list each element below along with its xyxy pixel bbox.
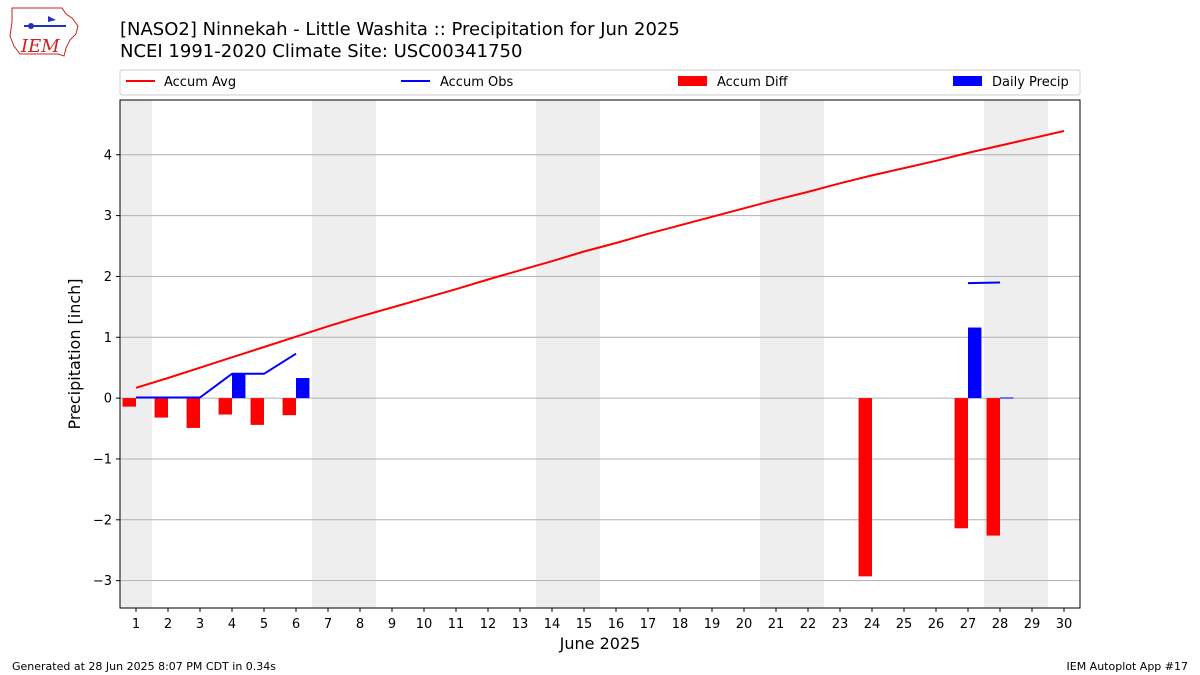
y-tick-label: 1 [104, 331, 112, 346]
y-tick-label: −3 [93, 574, 112, 589]
x-tick-label: 2 [164, 617, 172, 632]
legend-daily-precip-swatch [953, 76, 982, 86]
daily-precip-bar [1000, 397, 1014, 399]
legend-daily-precip-label: Daily Precip [992, 75, 1069, 90]
x-tick-label: 27 [960, 617, 977, 632]
accum-diff-bar [282, 398, 296, 416]
y-tick-label: −1 [93, 452, 112, 467]
y-tick-label: 3 [104, 209, 112, 224]
y-tick-label: 4 [104, 148, 112, 163]
x-tick-label: 7 [324, 617, 332, 632]
daily-precip-bar [232, 374, 246, 399]
x-tick-label: 19 [704, 617, 721, 632]
x-tick-label: 22 [800, 617, 817, 632]
weekend-band-1 [120, 100, 152, 608]
legend: Accum Avg Accum Obs Accum Diff Daily Pre… [119, 69, 1081, 96]
accum-diff-bar [986, 398, 1000, 536]
x-axis-label: June 2025 [559, 634, 641, 653]
chart-title: [NASO2] Ninnekah - Little Washita :: Pre… [120, 19, 680, 40]
x-tick-label: 20 [736, 617, 753, 632]
y-tick-label: −2 [93, 513, 112, 528]
weekend-band-29 [1016, 100, 1048, 608]
plot-frame [119, 99, 1081, 609]
x-tick-label: 13 [512, 617, 529, 632]
bars [122, 327, 1014, 577]
chart-subtitle: NCEI 1991-2020 Climate Site: USC00341750 [120, 41, 522, 62]
x-tick-label: 11 [448, 617, 465, 632]
weekend-band-15 [568, 100, 600, 608]
y-tick-label: 2 [104, 270, 112, 285]
y-axis-ticks: −3 −2 −1 0 1 2 3 4 [93, 148, 120, 589]
x-tick-label: 14 [544, 617, 561, 632]
x-tick-label: 15 [576, 617, 593, 632]
weekend-band-7 [312, 100, 344, 608]
iem-logo: IEM [9, 7, 79, 57]
x-tick-label: 29 [1024, 617, 1041, 632]
accum-obs-line [136, 352, 297, 399]
daily-precip-bar [296, 378, 310, 399]
x-tick-label: 25 [896, 617, 913, 632]
x-axis-ticks: 1 2 3 4 5 6 7 8 9 10 11 12 13 14 15 16 17 18 19 20 21 22 23 24 2… [132, 608, 1072, 632]
weekend-band-14 [536, 100, 568, 608]
x-tick-label: 16 [608, 617, 625, 632]
legend-accum-diff-label: Accum Diff [717, 75, 789, 90]
daily-precip-bar [968, 327, 982, 399]
legend-accum-diff-swatch [678, 76, 707, 86]
x-tick-label: 6 [292, 617, 300, 632]
legend-accum-obs-label: Accum Obs [440, 75, 513, 90]
accum-avg-line [135, 130, 1065, 389]
x-tick-label: 12 [480, 617, 497, 632]
x-tick-label: 24 [864, 617, 881, 632]
x-tick-label: 1 [132, 617, 140, 632]
accum-obs-line [967, 281, 1001, 285]
accum-diff-bar [954, 398, 968, 529]
accum-diff-bar [250, 398, 264, 425]
x-tick-label: 23 [832, 617, 849, 632]
accum-diff-bar [122, 398, 136, 407]
x-tick-label: 17 [640, 617, 657, 632]
x-tick-label: 8 [356, 617, 364, 632]
weekend-band-8 [344, 100, 376, 608]
weekend-band-21 [760, 100, 792, 608]
x-tick-label: 28 [992, 617, 1009, 632]
x-tick-label: 3 [196, 617, 204, 632]
weekend-band-22 [792, 100, 824, 608]
x-tick-label: 5 [260, 617, 268, 632]
accum-diff-bar [154, 398, 168, 418]
app-id: IEM Autoplot App #17 [1067, 660, 1189, 673]
y-axis-label: Precipitation [inch] [65, 278, 84, 429]
y-tick-label: 0 [104, 392, 112, 407]
x-tick-label: 26 [928, 617, 945, 632]
legend-accum-avg-label: Accum Avg [164, 75, 236, 90]
x-tick-label: 9 [388, 617, 396, 632]
logo-text: IEM [20, 36, 60, 57]
weekend-shading [120, 100, 1048, 608]
accum-diff-bar [186, 398, 200, 428]
x-tick-label: 10 [416, 617, 433, 632]
gridlines [120, 154, 1080, 582]
x-tick-label: 21 [768, 617, 785, 632]
x-tick-label: 18 [672, 617, 689, 632]
x-tick-label: 30 [1056, 617, 1073, 632]
lines [135, 130, 1065, 399]
generated-timestamp: Generated at 28 Jun 2025 8:07 PM CDT in … [12, 660, 276, 673]
accum-diff-bar [218, 398, 232, 415]
x-tick-label: 4 [228, 617, 236, 632]
accum-diff-bar [858, 398, 872, 577]
